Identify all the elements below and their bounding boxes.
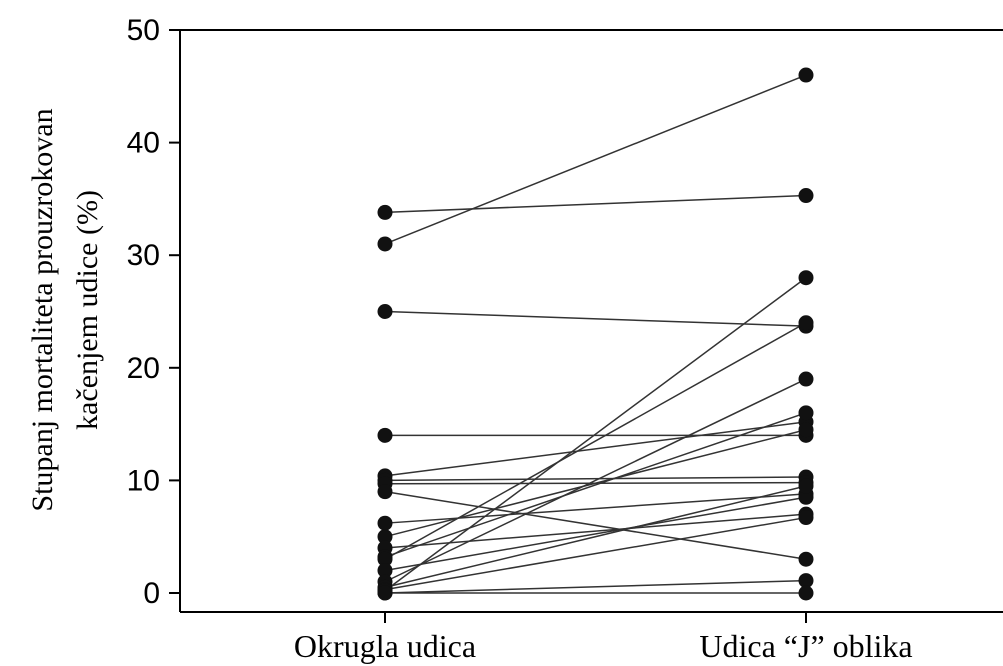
point-okrugla [377,562,393,578]
point-okrugla [377,585,393,601]
point-okrugla [377,529,393,545]
pair-line [384,322,807,560]
point-j-oblik [798,405,814,421]
pair-line [384,429,807,538]
pair-line [384,513,807,549]
pair-line [384,476,807,482]
point-j-oblik [798,489,814,505]
pair-line [384,490,807,560]
point-j-oblik [798,371,814,387]
point-j-oblik [798,422,814,438]
pair-line [384,277,807,592]
point-okrugla [377,204,393,220]
point-j-oblik [798,573,814,589]
series-lines [384,74,807,594]
y-axis-label-line: Stupanj mortaliteta prouzrokovan [26,108,59,511]
x-tick-label: Okrugla udica [294,628,476,664]
y-tick-label: 50 [127,14,160,47]
point-j-oblik [798,315,814,331]
point-j-oblik [798,67,814,83]
pair-line [384,485,807,589]
pair-line [384,516,807,591]
y-tick-label: 20 [127,352,160,385]
point-okrugla [377,304,393,319]
x-ticks: Okrugla udica Udica “J” oblika [294,612,913,664]
x-tick-label: Udica “J” oblika [699,628,912,664]
series-points [377,67,814,601]
pair-line [384,194,807,214]
y-ticks: 0 10 20 30 40 50 [127,14,180,610]
y-tick-label: 40 [127,127,160,160]
point-j-oblik [798,551,814,567]
pair-line [384,378,807,583]
y-tick-label: 0 [143,577,160,610]
y-tick-label: 10 [127,464,160,497]
point-j-oblik [798,478,814,494]
y-axis-label-line: kačenjem udice (%) [71,190,104,430]
point-okrugla [377,427,393,443]
pair-line [384,579,807,594]
point-j-oblik [798,510,814,526]
pair-line [384,421,807,477]
y-tick-label: 30 [127,239,160,272]
axes [179,29,1003,613]
pair-line [384,412,807,558]
y-axis-label: Stupanj mortaliteta prouzrokovan kačenjem… [26,108,104,511]
pair-line [384,310,807,327]
point-j-oblik [798,585,814,601]
point-okrugla [377,551,393,567]
point-okrugla [377,515,393,531]
pair-line [384,74,807,245]
point-okrugla [377,236,393,252]
point-okrugla [377,484,393,500]
point-j-oblik [798,270,814,286]
point-j-oblik [798,188,814,204]
pair-line [384,496,807,572]
